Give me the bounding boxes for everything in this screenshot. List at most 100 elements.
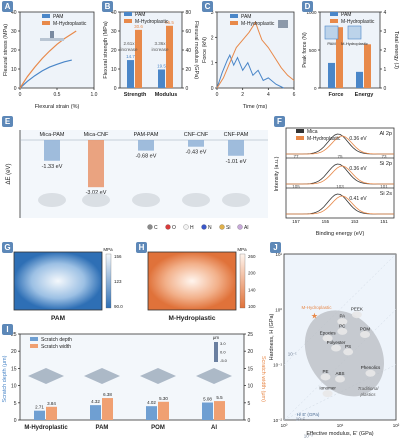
bar (102, 398, 113, 420)
inset-colorbar-tick: 3.0 (220, 341, 226, 346)
x-tick-label: 6 (293, 92, 296, 98)
x-tick-label: 151 (380, 219, 388, 224)
material-label: Polyester (327, 340, 346, 345)
highlight-label: M-Hydroplastic (301, 305, 332, 310)
heatmap-frame (147, 251, 237, 311)
inset-photo-m-hydroplastic (347, 25, 362, 40)
bar (202, 402, 213, 420)
bar-value-label: 6.38 (103, 392, 112, 397)
material-blob (320, 373, 331, 381)
heatmap-frame (13, 251, 103, 311)
y-right-axis-label: Total energy (J) (393, 31, 399, 69)
bar-value-label: 5.08 (203, 397, 212, 402)
panel-label: D (305, 2, 311, 11)
molecule-model (222, 193, 250, 207)
atom-legend-label: Al (244, 225, 248, 231)
material-label: PA (339, 314, 345, 319)
x-tick-label: 153 (351, 219, 359, 224)
panel-h: MPa 260 200 140 100 M-Hydroplastic H (134, 240, 268, 324)
bar (356, 71, 363, 88)
inset-label: M-Hydroplastic (341, 41, 368, 46)
legend-swatch (124, 12, 132, 16)
subplot-label: Si 2s (380, 191, 392, 197)
x-tick-label: 73 (381, 154, 387, 159)
legend-swatch (42, 21, 50, 25)
x-axis-label: Flexural strain (%) (35, 104, 80, 110)
material-label: PS (345, 344, 351, 349)
bar-value-label: -1.01 eV (226, 159, 247, 165)
legend-swatch (30, 337, 38, 341)
colorbar-tick-label: 140 (248, 287, 256, 292)
scratch-surface-inset (84, 368, 120, 384)
y-right-tick-label: 10 (248, 384, 254, 390)
legend-label: M-Hydroplastic (53, 21, 87, 27)
legend-label: PAM (241, 14, 251, 20)
panel-label: G (4, 243, 10, 252)
inset-colorbar (214, 342, 218, 362)
y-right-tick-label: 80 (186, 10, 192, 16)
y-right-tick-label: 1 (384, 67, 387, 73)
panel-label: C (205, 2, 211, 11)
material-blob (331, 344, 342, 352)
y-right-tick-label: 5 (248, 401, 251, 407)
material-blob (335, 375, 345, 383)
atom-legend-dot (183, 224, 189, 230)
category-label: M-Hydroplastic (24, 425, 68, 431)
y-tick-label: 5 (14, 401, 17, 407)
shift-label: 0.36 eV (349, 136, 367, 142)
category-label: POM (151, 425, 165, 431)
category-label: Modulus (155, 92, 178, 98)
series-line-m-hydroplastic (216, 20, 295, 89)
y-right-tick-label: 0 (248, 418, 251, 424)
material-label: Epoxies (320, 330, 337, 335)
bar-value-label: 5.30 (159, 396, 168, 401)
spectrum-m-hydroplastic (286, 165, 394, 185)
y-axis-label: Intensity (a.u.) (274, 156, 280, 191)
atom-legend-dot (165, 224, 171, 230)
legend-label: Mica (307, 129, 318, 135)
x-tick-label: 1.0 (91, 92, 98, 98)
region-label: plastics (359, 392, 376, 397)
y-tick-label: 20 (11, 349, 17, 355)
x-tick-label: 0 (19, 92, 22, 98)
panel-label-box (102, 1, 113, 12)
bar (214, 401, 225, 420)
molecule-model (132, 193, 160, 207)
annotation: 2.61x (123, 41, 135, 46)
material-label: Ionomer (319, 386, 336, 391)
molecule-model (182, 193, 210, 207)
bar (166, 25, 173, 88)
bar-value-label: -0.43 eV (186, 150, 207, 156)
legend-label: Scratch depth (41, 337, 72, 343)
material-blob (322, 390, 333, 398)
y-axis-label: Scratch depth (μm) (2, 355, 8, 402)
x-tick-label: 157 (292, 219, 300, 224)
bar-value-label: 5.5 (216, 395, 223, 400)
annotation: increase (120, 47, 138, 52)
bar (138, 140, 154, 151)
y-tick-label: 1000 (306, 10, 317, 15)
y-tick-label: 10¹ (275, 252, 282, 257)
chart-j: 10⁻¹ 10⁻² 10⁻³ 10⁻² 10⁻¹ 10⁰ 10¹ 10⁰ 10¹ 10² PEEK P… (269, 242, 400, 439)
bar (44, 140, 60, 161)
y-tick-label: 40 (11, 10, 17, 16)
panel-label: H (139, 243, 145, 252)
annotation: 3.36x (154, 41, 166, 46)
legend-label: PAM (341, 12, 351, 18)
material-label: PE (322, 369, 328, 374)
y-tick-label: 0 (211, 86, 214, 92)
guide-value: 10⁻² (296, 417, 305, 422)
panel-label-box (2, 242, 13, 253)
heatmap-surface (148, 252, 236, 310)
y-tick-label: 0 (314, 86, 317, 91)
atom-legend-label: H (190, 225, 194, 231)
legend-swatch (296, 136, 304, 140)
heatmap-surface (14, 252, 102, 310)
spectrum-m-hydroplastic (286, 195, 394, 215)
panel-label-box (2, 116, 13, 127)
bar (90, 405, 101, 420)
